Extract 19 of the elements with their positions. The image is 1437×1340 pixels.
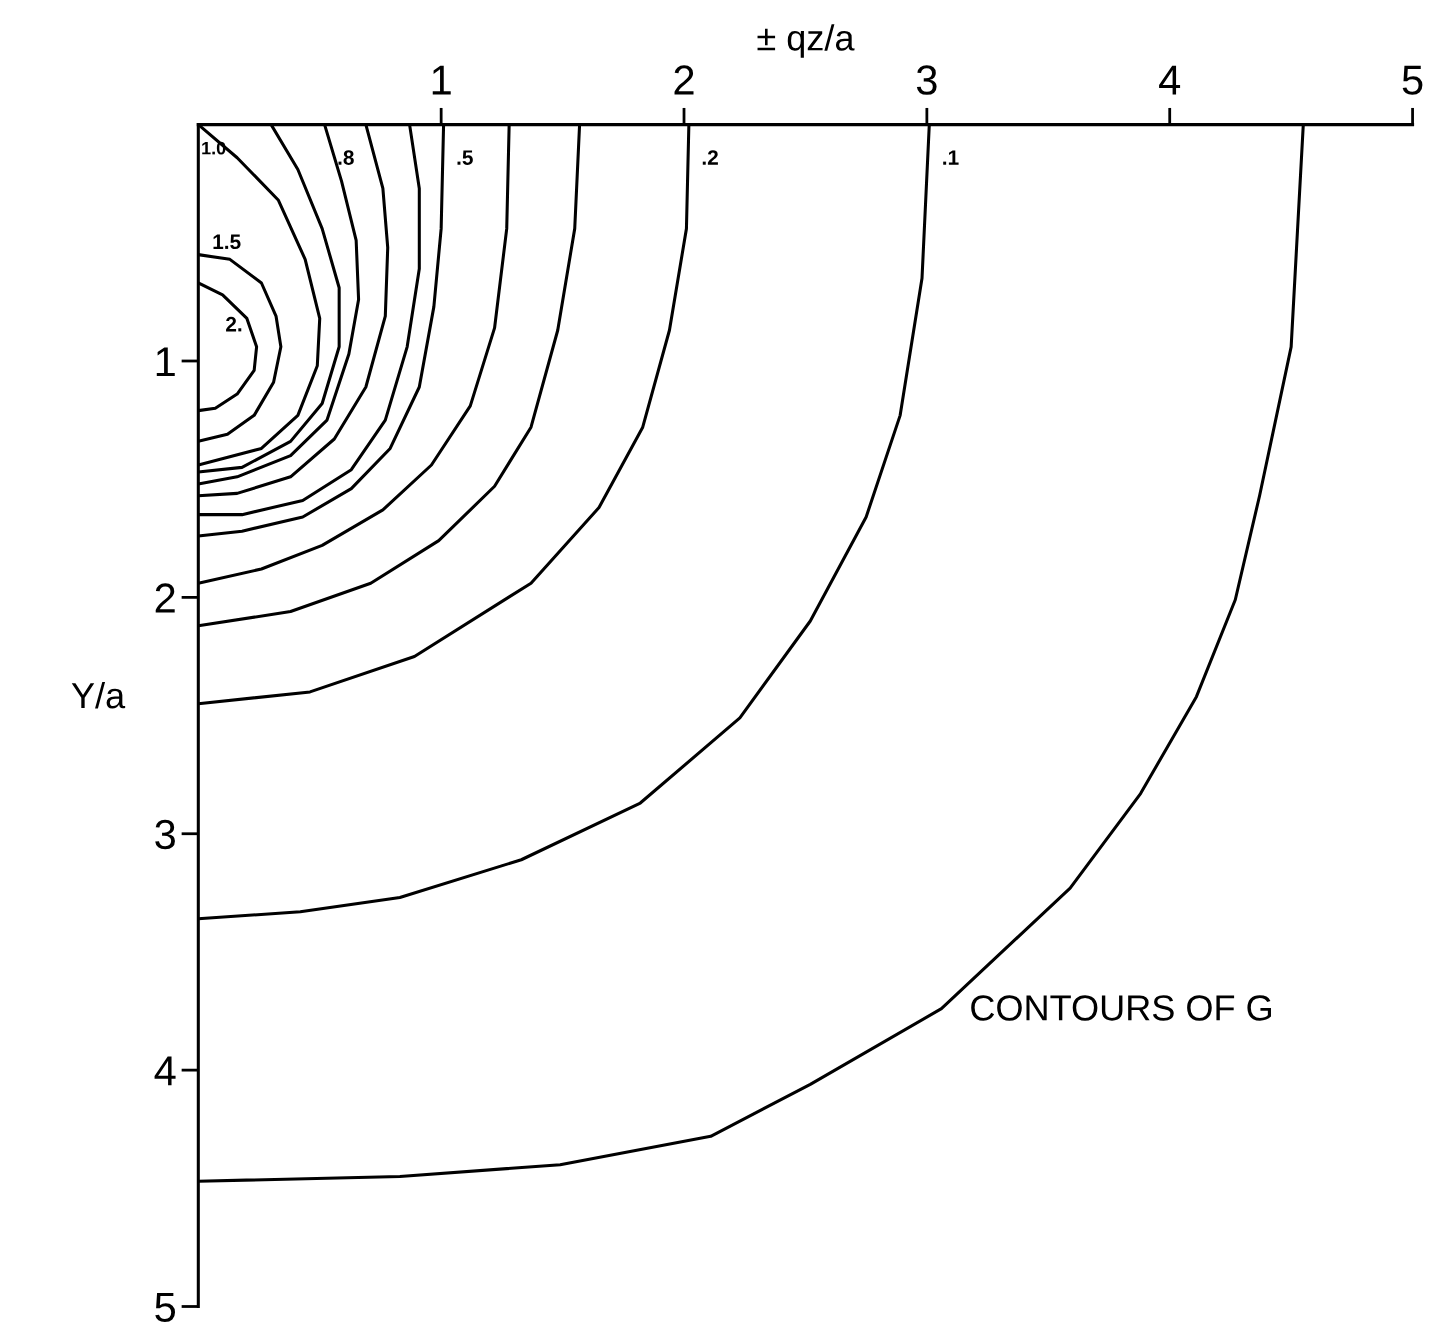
- series-label: 2.: [226, 316, 242, 332]
- series-label: .1: [943, 150, 959, 165]
- y-tick-label: 1: [156, 347, 175, 377]
- series-label: 1.5: [213, 234, 241, 250]
- y-tick-label: 5: [155, 1292, 176, 1323]
- series-label: .8: [338, 150, 354, 165]
- x-tick-label: 4: [1159, 65, 1181, 95]
- x-tick-label: 1: [432, 65, 451, 95]
- y-axis-title: Y/a: [71, 681, 126, 709]
- series-label: .5: [457, 150, 473, 165]
- y-tick-label: 2: [155, 583, 175, 613]
- y-tick-label: 3: [155, 819, 175, 850]
- series-label: .2: [702, 150, 718, 165]
- x-tick-label: 5: [1402, 65, 1423, 95]
- x-axis-title: ± qz/a: [757, 24, 855, 58]
- annotation: CONTOURS OF G: [971, 995, 1271, 1021]
- x-tick-label: 2: [674, 65, 694, 95]
- y-tick-label: 4: [154, 1056, 176, 1086]
- x-tick-label: 3: [916, 65, 937, 95]
